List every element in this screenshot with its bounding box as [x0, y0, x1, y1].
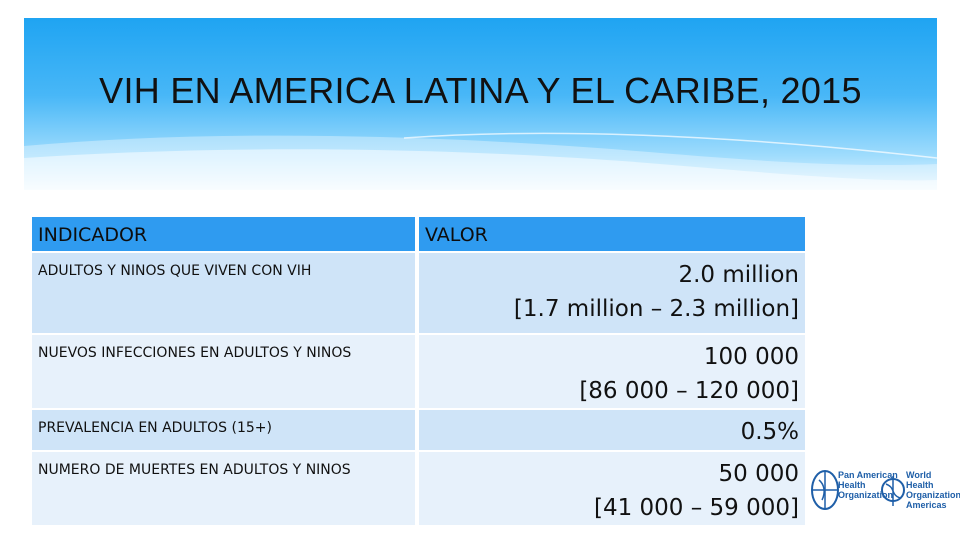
table-row: PREVALENCIA EN ADULTOS (15+) 0.5% [32, 410, 805, 450]
value-cell: 100 000 [86 000 – 120 000] [419, 335, 805, 408]
value-main: 100 000 [703, 344, 799, 370]
header-valor: VALOR [419, 217, 805, 251]
table-header-row: INDICADOR VALOR [32, 217, 805, 251]
value-main: 2.0 million [678, 262, 799, 288]
value-range: [41 000 – 59 000] [593, 495, 799, 521]
indicator-cell: NUEVOS INFECCIONES EN ADULTOS Y NINOS [32, 335, 415, 408]
indicator-cell: NUMERO DE MUERTES EN ADULTOS Y NINOS [32, 452, 415, 525]
table-row: ADULTOS Y NINOS QUE VIVEN CON VIH 2.0 mi… [32, 253, 805, 333]
indicator-cell: PREVALENCIA EN ADULTOS (15+) [32, 410, 415, 450]
table-row: NUMERO DE MUERTES EN ADULTOS Y NINOS 50 … [32, 452, 805, 525]
paho-logo-text: Pan American Health Organization [838, 470, 898, 500]
value-cell: 50 000 [41 000 – 59 000] [419, 452, 805, 525]
organization-logos: Pan American Health Organization World Hea… [810, 462, 960, 522]
value-range: [1.7 million – 2.3 million] [513, 296, 799, 322]
title-banner: VIH EN AMERICA LATINA Y EL CARIBE, 2015 [24, 18, 937, 190]
indicator-table: INDICADOR VALOR ADULTOS Y NINOS QUE VIVE… [30, 215, 807, 527]
value-main: 50 000 [718, 461, 799, 487]
who-emblem-icon [881, 476, 905, 506]
header-indicador: INDICADOR [32, 217, 415, 251]
value-range: [86 000 – 120 000] [579, 378, 799, 404]
value-cell: 2.0 million [1.7 million – 2.3 million] [419, 253, 805, 333]
indicator-cell: ADULTOS Y NINOS QUE VIVEN CON VIH [32, 253, 415, 333]
swoosh-decoration [24, 132, 937, 190]
who-logo-text: World Health Organization Americas [906, 470, 960, 510]
page-title: VIH EN AMERICA LATINA Y EL CARIBE, 2015 [99, 70, 862, 111]
table-row: NUEVOS INFECCIONES EN ADULTOS Y NINOS 10… [32, 335, 805, 408]
value-cell: 0.5% [419, 410, 805, 450]
value-main: 0.5% [740, 419, 799, 445]
paho-emblem-icon [811, 470, 839, 510]
